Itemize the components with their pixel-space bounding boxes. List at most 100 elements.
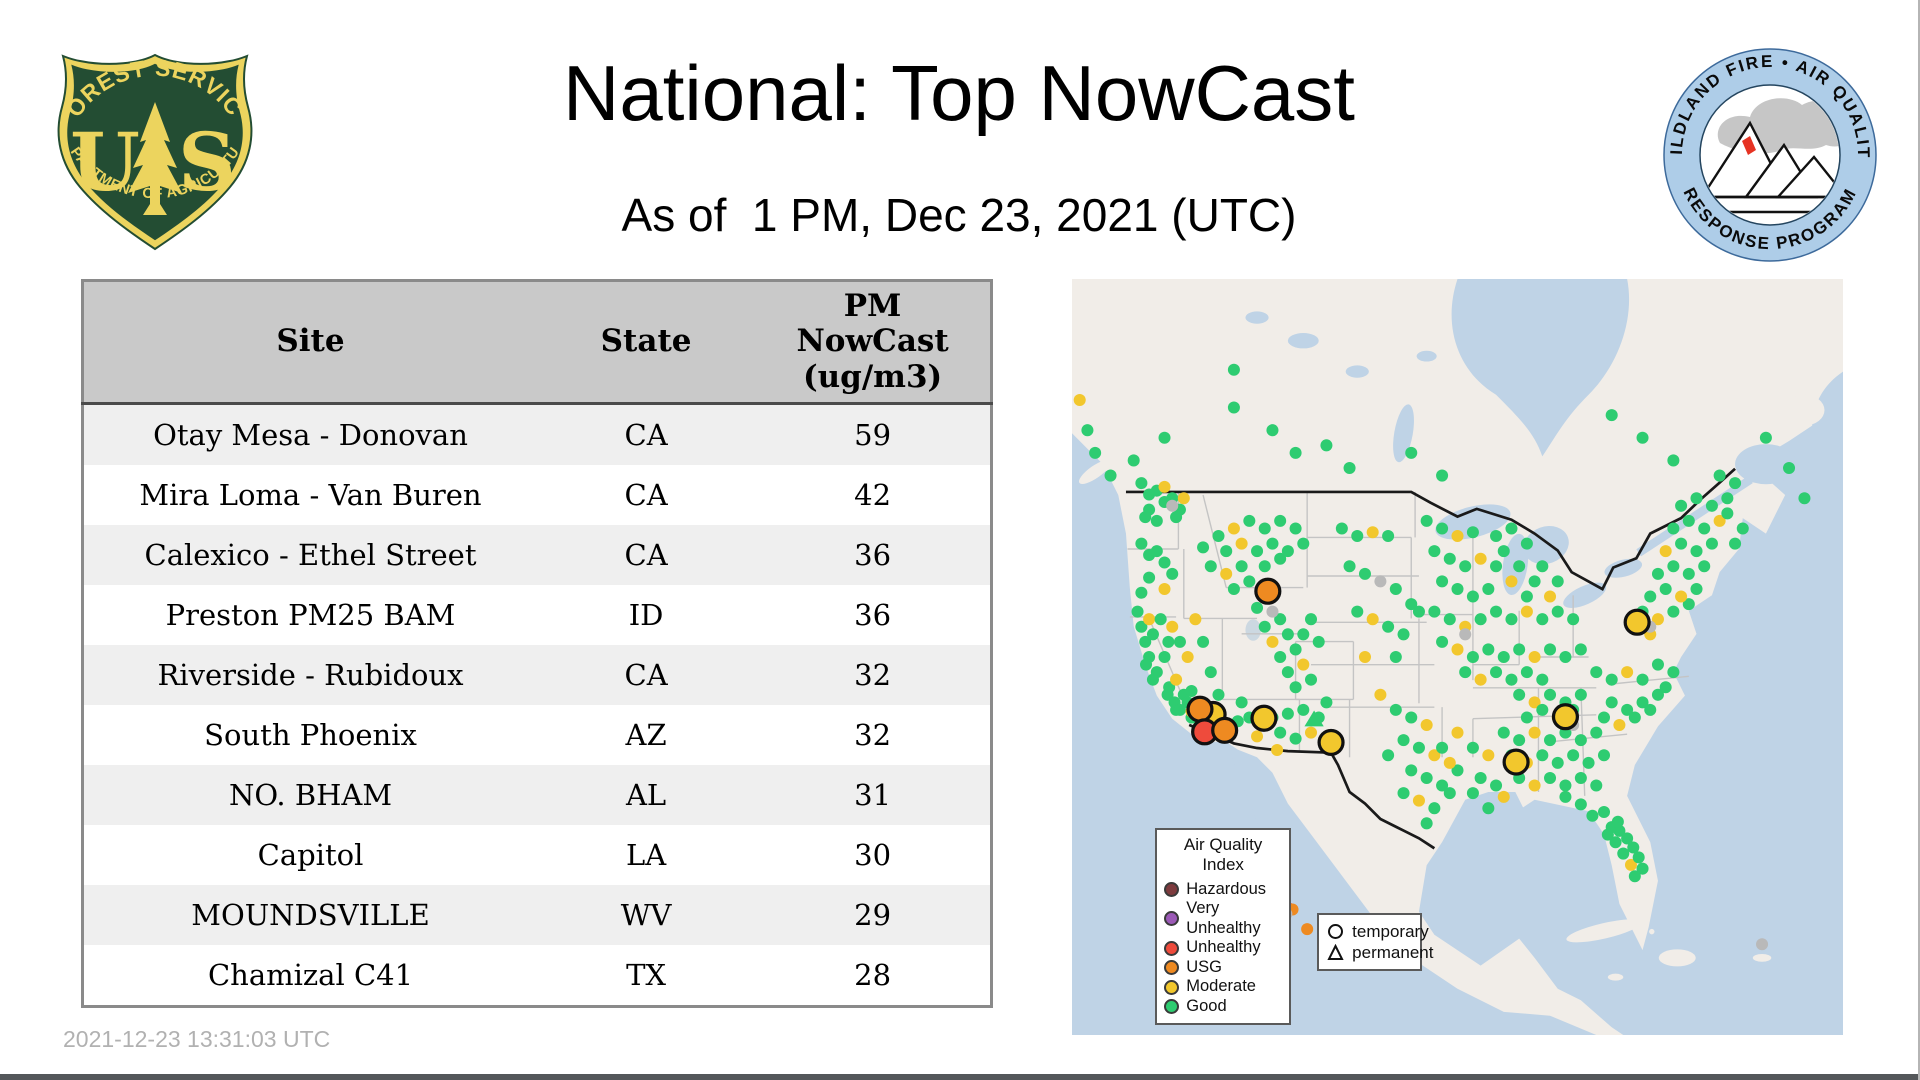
top-site-marker-moderate[interactable] [1250,704,1278,732]
aqi-dot-good [1382,749,1395,762]
aqi-dot-good [1127,454,1140,467]
aqi-dot-moderate [1505,575,1518,588]
aqi-dot-good [1197,635,1210,648]
aqi-dot-nodata [1459,628,1472,641]
aqi-dot-moderate [1227,522,1240,535]
aqi-dot-good [1397,734,1410,747]
aqi-dot-good [1690,492,1703,505]
table-row: Preston PM25 BAM ID 36 [82,585,992,645]
aqi-dot-good [1611,815,1624,828]
aqi-dot-moderate [1374,688,1387,701]
aqi-dot-good [1146,673,1159,686]
aqi-dot-good [1536,673,1549,686]
aqi-dot-good [1667,560,1680,573]
aqi-dot-good [1274,726,1287,739]
cell-site: Chamizal C41 [207,958,414,992]
top-site-marker-usg[interactable] [1211,716,1239,744]
aqi-dot-good [1405,764,1418,777]
temporary-circle-icon [1328,924,1344,940]
aqi-swatch-icon [1164,911,1180,927]
aqi-dot-good [1490,605,1503,618]
cell-site: Calexico - Ethel Street [144,538,477,572]
aqi-dot-moderate [1177,492,1190,505]
aqi-dot-good [1227,401,1240,414]
landmass [1072,279,1843,1035]
great-salt-lake [1245,619,1261,641]
pine-tree-icon [128,102,182,215]
generated-timestamp: 2021-12-23 13:31:03 UTC [63,1026,331,1052]
aqi-dot-good [1675,537,1688,550]
aqi-legend-entry: Very Unhealthy [1164,899,1282,938]
aqi-dot-good [1139,635,1152,648]
aqi-dot-good [1582,756,1595,769]
aqi-dot-good [1605,409,1618,422]
aqi-dot-good [1405,598,1418,611]
aqi-dot-good [1266,537,1279,550]
aqi-dot-good [1574,734,1587,747]
cell-site: South Phoenix [204,718,417,752]
aqi-dot-good [1551,756,1564,769]
bottom-bar [0,1074,1918,1080]
aqi-dot-good [1590,726,1603,739]
hudson-bay [1451,279,1630,457]
aqi-dot-good [1281,545,1294,558]
cell-value: 42 [854,478,892,512]
aqi-dot-good [1162,635,1175,648]
top-site-marker-moderate[interactable] [1551,703,1580,731]
aqi-dot-good [1170,511,1183,524]
aqi-dot-good [1667,605,1680,618]
aqi-dot-good [1520,537,1533,550]
top-site-marker-moderate[interactable] [1502,748,1530,776]
aqi-dot-moderate [1451,726,1464,739]
aqi-legend-label: USG [1186,957,1223,976]
aqi-dot-good [1135,537,1148,550]
legend-entry-permanent: permanent [1327,942,1433,963]
aqi-dot-good [1397,787,1410,800]
aqi-dot-good [1590,666,1603,679]
aqi-dot-moderate [1659,545,1672,558]
aqi-map[interactable]: Air Quality Index Hazardous Very Unhealth… [1072,279,1843,1035]
aqi-dot-good [1443,552,1456,565]
aqi-dot-good [1628,711,1641,724]
aqi-dot-moderate [1528,779,1541,792]
aqi-dot-moderate [1158,582,1171,595]
small-lakes [1245,311,1437,463]
aqi-dot-moderate [1443,756,1456,769]
top-site-marker-usg[interactable] [1186,695,1214,723]
aqi-dot-good [1551,575,1564,588]
aqi-legend-label: Very Unhealthy [1186,899,1261,937]
aqi-dot-good [1212,530,1225,543]
cell-value: 30 [854,838,892,872]
aqi-legend: Air Quality Index Hazardous Very Unhealth… [1155,827,1291,1026]
aqi-legend-label: Unhealthy [1186,938,1261,957]
top-site-marker-moderate[interactable] [1317,728,1345,757]
aqi-dot-good [1258,522,1271,535]
aqi-legend-label: Good [1186,996,1227,1015]
top-site-marker-moderate[interactable] [1623,608,1651,636]
aqi-dot-moderate [1189,613,1202,626]
aqi-dot-good [1235,696,1248,709]
aqi-dot-moderate [1304,726,1318,739]
aqi-dot-good [1505,673,1518,686]
aqi-dot-moderate [1073,393,1086,406]
cell-state: TX [626,958,667,992]
page-subtitle: As of 1 PM, Dec 23, 2021 (UTC) [621,189,1297,241]
aqi-dot-good [1609,836,1622,849]
aqi-dot-good [1466,741,1479,754]
top-site-marker-usg[interactable] [1254,577,1282,605]
aqi-legend-entry: Hazardous [1164,880,1282,900]
table-row: Otay Mesa - Donovan CA 59 [82,403,992,465]
aqi-dot-moderate [1474,552,1487,565]
aqi-dot-good [1297,703,1310,716]
aqi-dot-good [1436,522,1449,535]
aqi-swatch-icon [1164,960,1180,976]
aqi-dot-good [1289,681,1302,694]
aqi-dot-good [1281,628,1294,641]
aqi-dot-good [1266,424,1279,437]
aqi-dot-good [1621,832,1634,845]
aqi-dot-good [1574,771,1587,784]
aqi-dot-good [1567,613,1580,626]
aqi-legend-entry: Unhealthy [1164,938,1282,958]
aqi-dot-good [1382,530,1395,543]
aqi-dot-good [1443,787,1456,800]
